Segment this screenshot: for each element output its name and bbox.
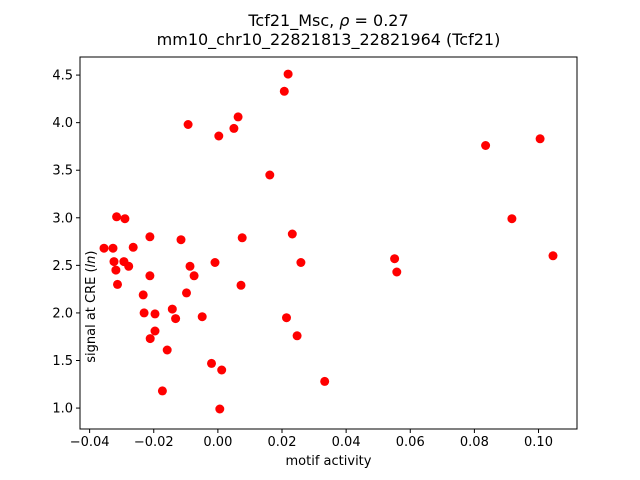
data-point xyxy=(124,261,134,271)
x-tick-label: 0.00 xyxy=(203,435,232,450)
plot-frame xyxy=(79,56,578,430)
data-point xyxy=(217,365,227,375)
data-point xyxy=(185,261,195,271)
data-point xyxy=(113,279,122,289)
data-point xyxy=(120,214,130,224)
data-point xyxy=(138,290,148,300)
data-point xyxy=(320,376,330,386)
y-tick-label: 3.5 xyxy=(52,164,73,179)
data-point xyxy=(214,131,224,141)
x-tick-label: 0.10 xyxy=(524,435,553,450)
y-axis-ticks: 1.0 1.5 2.0 2.5 3.0 3.5 4.0 4.5 xyxy=(52,69,80,417)
data-point xyxy=(197,312,207,322)
chart-title: Tcf21_Msc, ρ = 0.27 xyxy=(80,11,577,30)
data-point xyxy=(183,120,193,129)
data-point xyxy=(207,358,216,368)
x-tick-label: −0.04 xyxy=(70,435,110,450)
data-point xyxy=(111,265,121,275)
x-axis-label: motif activity xyxy=(285,454,372,469)
data-point xyxy=(150,309,160,319)
y-tick-label: 1.5 xyxy=(52,354,73,369)
data-point xyxy=(99,243,109,253)
data-point xyxy=(108,243,118,253)
data-point xyxy=(176,235,186,245)
data-point xyxy=(150,326,160,336)
y-tick-label: 4.0 xyxy=(52,116,73,131)
x-tick-label: −0.02 xyxy=(134,435,174,450)
data-point xyxy=(167,304,177,314)
chart-subtitle: mm10_chr10_22821813_22821964 (Tcf21) xyxy=(156,30,501,49)
data-point xyxy=(390,254,400,264)
x-tick-label: 0.08 xyxy=(460,435,489,450)
data-point xyxy=(229,123,239,133)
data-point xyxy=(296,258,306,267)
data-point xyxy=(210,258,220,267)
chart-title-correlation: = 0.27 xyxy=(349,11,409,30)
data-point xyxy=(139,308,149,318)
data-point xyxy=(535,134,545,144)
rho-symbol: ρ xyxy=(339,11,350,30)
scatter-points xyxy=(99,69,558,414)
data-point xyxy=(128,242,138,252)
x-tick-label: 0.02 xyxy=(268,435,297,450)
y-tick-label: 2.0 xyxy=(52,306,73,321)
data-point xyxy=(265,170,275,180)
data-point xyxy=(157,386,167,396)
y-tick-label: 4.5 xyxy=(52,69,73,84)
data-point xyxy=(236,280,246,290)
data-point xyxy=(215,404,225,414)
data-point xyxy=(109,257,119,267)
data-point xyxy=(507,214,517,224)
data-point xyxy=(548,251,558,261)
data-point xyxy=(182,288,191,298)
x-axis-ticks: −0.04 −0.02 0.00 0.02 0.04 0.06 0.08 0.10 xyxy=(70,429,553,450)
data-point xyxy=(292,331,302,341)
data-point xyxy=(392,267,402,277)
data-point xyxy=(171,314,181,324)
data-point xyxy=(162,345,172,355)
data-point xyxy=(279,86,289,96)
data-point xyxy=(287,229,297,239)
x-tick-label: 0.04 xyxy=(332,435,361,450)
y-tick-label: 1.0 xyxy=(52,402,73,417)
chart-title-block: Tcf21_Msc, ρ = 0.27 mm10_chr10_22821813_… xyxy=(80,11,577,49)
data-point xyxy=(481,141,491,150)
chart-title-text: Tcf21_Msc, xyxy=(248,11,340,30)
y-tick-label: 3.0 xyxy=(52,211,73,226)
data-point xyxy=(237,233,247,243)
data-point xyxy=(145,232,155,242)
data-point xyxy=(112,212,122,222)
data-point xyxy=(282,313,291,323)
data-point xyxy=(145,271,155,281)
x-tick-label: 0.06 xyxy=(396,435,425,450)
data-point xyxy=(189,271,199,281)
data-point xyxy=(233,112,243,122)
data-point xyxy=(283,69,293,79)
data-point xyxy=(145,334,155,344)
y-tick-label: 2.5 xyxy=(52,259,73,274)
